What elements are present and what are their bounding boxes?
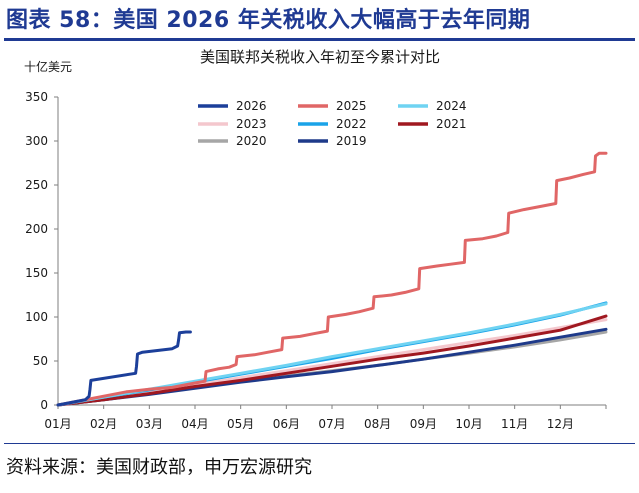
- legend-label-2020: 2020: [236, 134, 267, 148]
- legend-label-2026: 2026: [236, 99, 267, 113]
- legend-label-2022: 2022: [336, 117, 367, 131]
- legend: 2026 2025 2024 2023 2022 2021 2020 2019: [198, 99, 467, 148]
- axes: 0 50 100 150 200 250 300 350 01月 02月 03月 04月 05月 06月 0…: [25, 90, 607, 431]
- y-tick-label: 200: [25, 222, 48, 236]
- legend-label-2024: 2024: [436, 99, 467, 113]
- x-tick-label: 07月: [318, 417, 345, 431]
- legend-label-2021: 2021: [436, 117, 467, 131]
- x-tick-label: 06月: [273, 417, 300, 431]
- series-line-2026: [56, 330, 192, 407]
- legend-label-2025: 2025: [336, 99, 367, 113]
- y-tick-label: 150: [25, 266, 48, 280]
- series-line-2021: [56, 314, 608, 407]
- series-line-2023: [56, 318, 608, 407]
- figure-title: 图表 58：美国 2026 年关税收入大幅高于去年同期: [6, 8, 531, 33]
- y-axis-unit-label: 十亿美元: [24, 59, 72, 74]
- source-note: 资料来源：美国财政部，申万宏源研究: [6, 457, 312, 478]
- x-tick-label: 05月: [227, 417, 254, 431]
- x-tick-label: 09月: [410, 417, 437, 431]
- chart-title: 美国联邦关税收入年初至今累计对比: [200, 48, 440, 66]
- y-tick-label: 300: [25, 134, 48, 148]
- y-tick-label: 100: [25, 310, 48, 324]
- line-chart: 美国联邦关税收入年初至今累计对比 十亿美元 0 50 100 150 200 250 300…: [24, 48, 608, 431]
- x-tick-label: 12月: [547, 417, 574, 431]
- legend-label-2023: 2023: [236, 117, 267, 131]
- x-tick-label: 04月: [181, 417, 208, 431]
- y-tick-label: 250: [25, 178, 48, 192]
- x-tick-label: 11月: [501, 417, 528, 431]
- title-rule: [4, 38, 635, 41]
- source-rule: [4, 443, 635, 444]
- legend-label-2019: 2019: [336, 134, 367, 148]
- x-tick-label: 10月: [455, 417, 482, 431]
- x-tick-label: 01月: [44, 417, 71, 431]
- x-tick-label: 08月: [364, 417, 391, 431]
- y-tick-label: 50: [33, 354, 48, 368]
- x-tick-label: 03月: [136, 417, 163, 431]
- y-tick-label: 350: [25, 90, 48, 104]
- series-line-2025: [56, 151, 608, 407]
- y-tick-label: 0: [40, 398, 48, 412]
- series-layer: [56, 151, 608, 407]
- x-tick-label: 02月: [90, 417, 117, 431]
